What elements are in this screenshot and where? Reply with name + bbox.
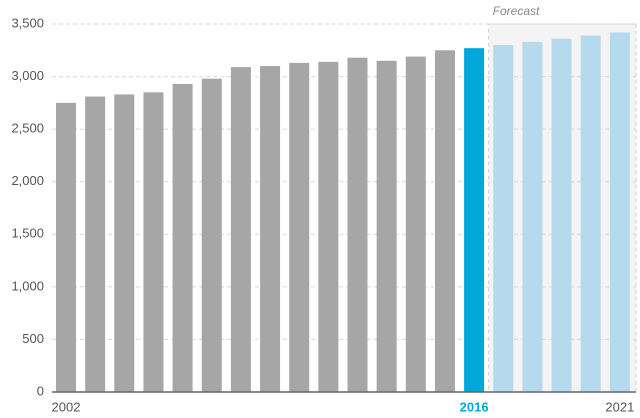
bar — [114, 94, 135, 393]
bar — [522, 41, 543, 392]
y-tick-label: 3,500 — [11, 15, 44, 30]
bar — [56, 102, 76, 392]
bar — [434, 50, 455, 393]
bar — [172, 83, 193, 392]
y-tick-label: 500 — [22, 331, 44, 346]
y-tick-label: 3,000 — [11, 68, 44, 83]
bar — [289, 62, 310, 392]
y-tick-label: 1,500 — [11, 226, 44, 241]
bar — [318, 61, 339, 392]
bar — [405, 56, 426, 392]
bar — [551, 38, 572, 392]
bar — [609, 32, 630, 392]
forecast-label: Forecast — [493, 4, 540, 18]
bar — [376, 60, 397, 393]
bar — [201, 78, 222, 392]
bar — [493, 45, 514, 393]
x-tick-label: 2002 — [52, 399, 81, 414]
y-tick-label: 1,000 — [11, 278, 44, 293]
bar — [347, 57, 368, 392]
bar — [580, 35, 601, 393]
x-tick-label: 2021 — [605, 399, 634, 414]
bar — [464, 48, 485, 392]
bar — [143, 92, 164, 392]
bar — [230, 67, 251, 392]
x-tick-label: 2016 — [460, 399, 489, 414]
bar — [85, 96, 106, 392]
y-tick-label: 2,000 — [11, 173, 44, 188]
y-tick-label: 2,500 — [11, 121, 44, 136]
y-tick-label: 0 — [37, 383, 44, 398]
bar — [260, 66, 281, 393]
